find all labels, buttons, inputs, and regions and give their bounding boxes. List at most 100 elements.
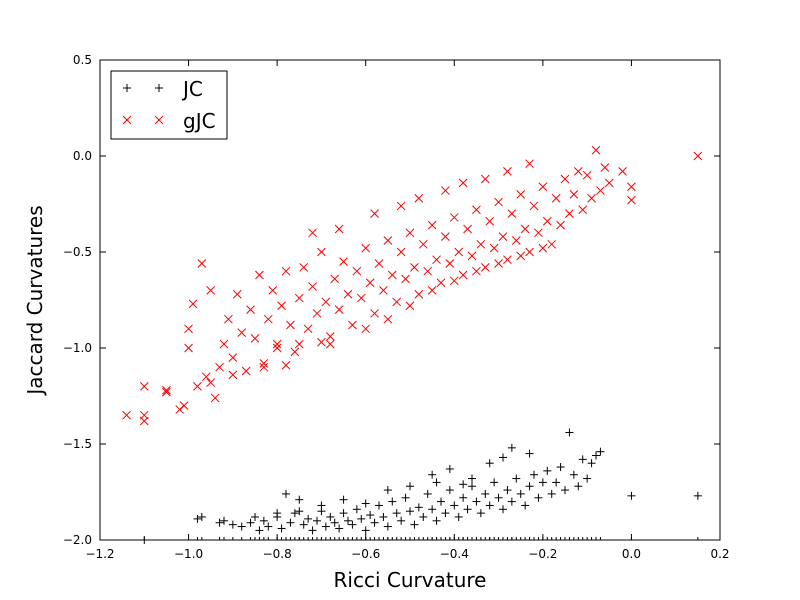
gJC-point [277, 301, 286, 311]
JC-point [445, 486, 454, 495]
legend: JC gJC [110, 70, 228, 140]
gJC-point [494, 197, 503, 207]
gJC-point [188, 299, 198, 309]
gJC-point [162, 385, 171, 395]
JC-point [578, 455, 587, 464]
y-tick-label: −1.5 [63, 437, 92, 451]
gJC-point [250, 334, 260, 343]
gJC-point [272, 343, 282, 353]
gJC-point [427, 286, 437, 295]
gJC-point [312, 309, 322, 318]
gJC-point [529, 201, 539, 211]
data-points [122, 145, 703, 544]
JC-point [295, 507, 304, 516]
JC-point [693, 491, 702, 500]
x-tick-label: 0.0 [622, 547, 641, 561]
legend-marker-gjc [122, 115, 164, 125]
gJC-point [343, 289, 353, 299]
gJC-point [569, 190, 579, 199]
legend-marker-jc [123, 84, 163, 92]
gJC-point [414, 289, 424, 299]
gJC-point [139, 416, 149, 426]
gJC-point [308, 282, 317, 291]
gJC-point [467, 251, 477, 261]
x-tick-label: −0.4 [440, 547, 469, 561]
JC-point [485, 501, 494, 510]
gJC-point [423, 266, 433, 276]
gJC-point [272, 339, 282, 349]
gJC-point [224, 314, 233, 324]
legend-marker-gjc-left [122, 115, 132, 125]
JC-point [463, 505, 472, 514]
gJC-point [591, 145, 601, 155]
gJC-point [472, 205, 481, 215]
gJC-point [334, 224, 344, 234]
gJC-point [693, 151, 703, 161]
gJC-point [339, 257, 348, 266]
gJC-point [139, 382, 149, 391]
gJC-point [405, 228, 415, 238]
gJC-point [206, 378, 216, 387]
gJC-point [281, 360, 291, 370]
JC-point [193, 514, 202, 523]
gJC-point [547, 239, 557, 249]
JC-point [401, 493, 410, 502]
JC-point [468, 482, 476, 491]
gJC-point [480, 263, 490, 272]
JC-point [428, 505, 437, 514]
gJC-point [383, 236, 393, 245]
JC-point [534, 493, 543, 502]
gJC-point [427, 220, 437, 230]
JC-point [503, 486, 512, 495]
JC-point [361, 526, 370, 535]
x-tick-label: −0.2 [528, 547, 557, 561]
gJC-point [565, 209, 574, 218]
JC-point [397, 516, 406, 525]
gJC-point [290, 347, 300, 357]
gJC-point [538, 182, 548, 192]
legend-label-gjc: gJC [183, 109, 216, 133]
JC-point [317, 501, 326, 510]
gJC-point [228, 353, 238, 362]
JC-point [468, 474, 476, 483]
gJC-point [414, 193, 424, 203]
JC-point [592, 451, 600, 460]
JC-point [459, 493, 468, 502]
gJC-point [520, 224, 530, 234]
x-tick-label: 0.2 [710, 547, 729, 561]
JC-point [552, 478, 561, 487]
gJC-point [228, 370, 238, 380]
gJC-point [268, 286, 278, 295]
JC-point [220, 516, 228, 525]
JC-point [485, 459, 494, 468]
JC-point [197, 512, 206, 521]
gJC-point [197, 259, 207, 268]
legend-box [110, 70, 228, 140]
JC-point [383, 522, 392, 531]
JC-point [565, 428, 574, 437]
gJC-point [206, 286, 216, 295]
gJC-point [534, 228, 543, 238]
JC-point [282, 489, 290, 498]
gJC-point [449, 276, 459, 286]
y-tick-label: −2.0 [63, 533, 92, 547]
gJC-point [449, 213, 459, 222]
gJC-point [485, 216, 495, 226]
gJC-point [560, 174, 570, 184]
JC-point [352, 505, 361, 514]
JC-point [335, 524, 344, 533]
gJC-point [503, 255, 512, 265]
gJC-point [241, 366, 251, 376]
x-tick-label: −1.2 [85, 547, 114, 561]
JC-point [525, 449, 534, 458]
gJC-point [325, 332, 335, 341]
gJC-point [600, 163, 610, 172]
gJC-point [445, 259, 455, 268]
JC-point [290, 509, 299, 518]
JC-point [326, 512, 335, 521]
JC-point [583, 474, 592, 483]
gJC-point [281, 266, 291, 276]
gJC-point [542, 216, 552, 226]
gJC-point [458, 178, 468, 188]
JC-point [441, 509, 450, 518]
